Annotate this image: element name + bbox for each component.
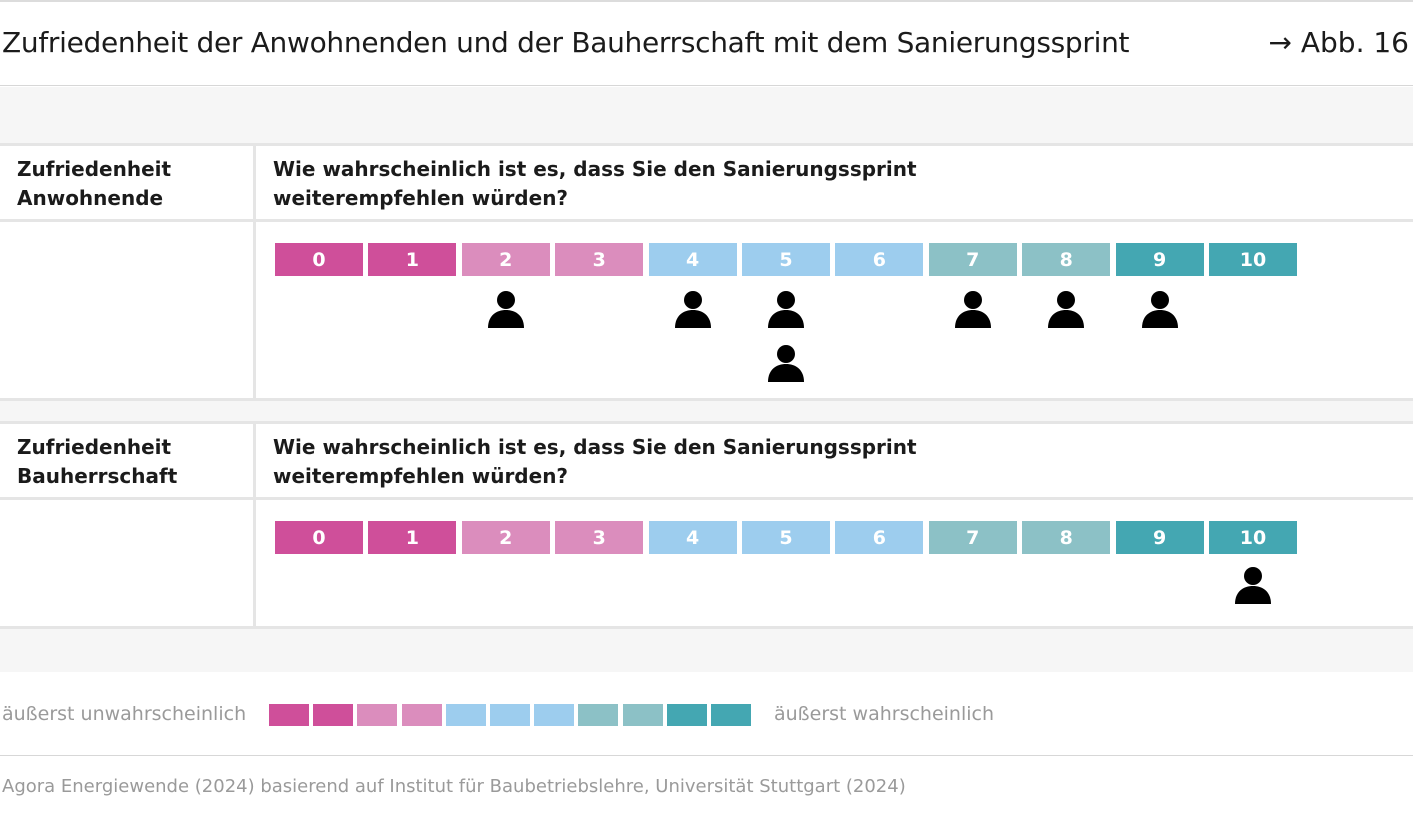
- legend-left-label: äußerst unwahrscheinlich: [2, 703, 247, 725]
- person-icon: [1141, 290, 1179, 328]
- scale-cell-5: 5: [742, 521, 830, 554]
- section-1-bottom-rule: [0, 398, 1413, 401]
- scale-cell-0: 0: [275, 521, 363, 554]
- scale-cell-2: 2: [461, 243, 550, 276]
- section-2-divider: [253, 421, 256, 626]
- legend-swatch: [357, 704, 398, 726]
- source-note: Agora Energiewende (2024) basierend auf …: [2, 776, 906, 797]
- section-1-top-rule: [0, 143, 1413, 146]
- top-rule: [0, 0, 1413, 2]
- legend-swatch: [445, 704, 486, 726]
- scale-cell-4: 4: [648, 521, 737, 554]
- scale-cell-7: 7: [928, 521, 1017, 554]
- question-builders: Wie wahrscheinlich ist es, dass Sie den …: [273, 435, 917, 488]
- scale-cell-10: 10: [1209, 243, 1297, 276]
- person-icon: [487, 290, 525, 328]
- group-label-residents: Zufriedenheit Anwohnende: [17, 157, 172, 210]
- person-icon: [767, 344, 805, 382]
- bottom-band: [0, 629, 1413, 672]
- section-1-mid-rule: [0, 219, 1413, 222]
- person-icon: [767, 290, 805, 328]
- figure-reference: → Abb. 16: [1268, 26, 1410, 59]
- person-icon: [1234, 566, 1272, 604]
- legend-swatch: [666, 704, 707, 726]
- person-icon: [674, 290, 712, 328]
- scale-cell-3: 3: [555, 521, 644, 554]
- section-2-mid-rule: [0, 497, 1413, 500]
- section-2-bottom-rule: [0, 626, 1413, 629]
- section-2-top-rule: [0, 421, 1413, 424]
- footer-rule: [0, 755, 1413, 756]
- scale-cell-5: 5: [742, 243, 830, 276]
- legend-swatch: [313, 704, 354, 726]
- scale-cell-8: 8: [1022, 521, 1111, 554]
- scale-cell-0: 0: [275, 243, 363, 276]
- scale-cell-10: 10: [1209, 521, 1297, 554]
- scale-cell-2: 2: [461, 521, 550, 554]
- scale-cell-8: 8: [1022, 243, 1111, 276]
- legend-right-label: äußerst wahrscheinlich: [774, 703, 995, 725]
- top-band: [0, 87, 1413, 143]
- scale-cell-7: 7: [928, 243, 1017, 276]
- scale-cell-1: 1: [368, 243, 457, 276]
- chart-title: Zufriedenheit der Anwohnenden und der Ba…: [2, 26, 1130, 59]
- middle-band: [0, 401, 1413, 421]
- section-1-divider: [253, 143, 256, 398]
- legend-swatch: [622, 704, 663, 726]
- legend-swatch: [534, 704, 575, 726]
- scale-cell-3: 3: [555, 243, 644, 276]
- legend-swatch: [490, 704, 530, 726]
- legend-swatch: [578, 704, 619, 726]
- legend-swatch: [269, 704, 309, 726]
- title-row: Zufriedenheit der Anwohnenden und der Ba…: [0, 2, 1413, 86]
- scale-cell-1: 1: [368, 521, 457, 554]
- person-icon: [1047, 290, 1085, 328]
- scale-cell-9: 9: [1115, 521, 1204, 554]
- question-residents: Wie wahrscheinlich ist es, dass Sie den …: [273, 157, 917, 210]
- group-label-builders: Zufriedenheit Bauherrschaft: [17, 435, 178, 488]
- scale-cell-6: 6: [835, 243, 924, 276]
- legend-swatch: [401, 704, 442, 726]
- scale-cell-4: 4: [648, 243, 737, 276]
- legend-swatch: [711, 704, 751, 726]
- person-icon: [954, 290, 992, 328]
- scale-cell-9: 9: [1115, 243, 1204, 276]
- scale-cell-6: 6: [835, 521, 924, 554]
